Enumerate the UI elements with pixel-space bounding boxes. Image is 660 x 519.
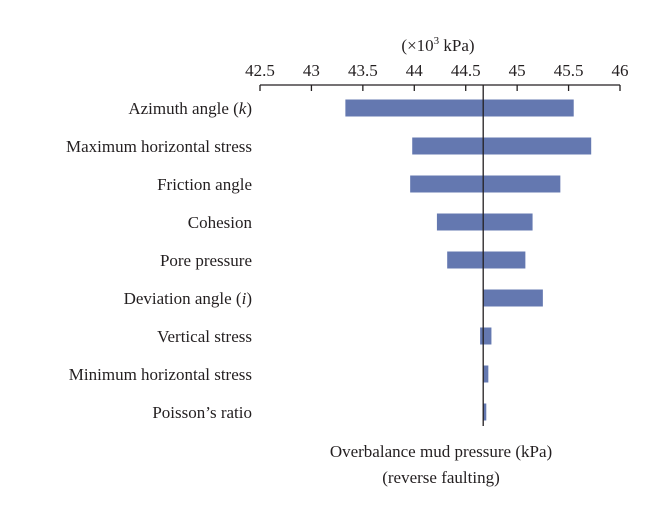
bar-6 — [480, 327, 492, 345]
category-label: Deviation angle (i) — [124, 289, 252, 308]
x-axis-title-line-1: Overbalance mud pressure (kPa) — [330, 442, 552, 461]
x-tick-label: 45.5 — [554, 61, 584, 80]
bar-7 — [483, 365, 489, 383]
category-label: Minimum horizontal stress — [69, 365, 252, 384]
bar-5 — [483, 289, 543, 307]
x-axis-title-line-2: (reverse faulting) — [382, 468, 500, 487]
bar-4 — [447, 251, 526, 269]
category-label: Cohesion — [188, 213, 253, 232]
bar-8 — [483, 403, 487, 421]
bar-1 — [412, 137, 592, 155]
bar-2 — [410, 175, 561, 193]
x-tick-label: 45 — [509, 61, 526, 80]
x-tick-label: 43.5 — [348, 61, 378, 80]
category-label: Friction angle — [157, 175, 252, 194]
bar-0 — [345, 99, 574, 117]
bar-3 — [436, 213, 533, 231]
x-tick-label: 44.5 — [451, 61, 481, 80]
category-label: Pore pressure — [160, 251, 252, 270]
category-label: Vertical stress — [157, 327, 252, 346]
x-tick-label: 44 — [406, 61, 424, 80]
category-label: Poisson’s ratio — [152, 403, 252, 422]
x-tick-label: 46 — [612, 61, 629, 80]
category-label: Azimuth angle (k) — [128, 99, 252, 118]
axis-unit-label: (×103 kPa) — [401, 35, 474, 55]
x-tick-label: 43 — [303, 61, 320, 80]
x-tick-label: 42.5 — [245, 61, 275, 80]
category-label: Maximum horizontal stress — [66, 137, 252, 156]
